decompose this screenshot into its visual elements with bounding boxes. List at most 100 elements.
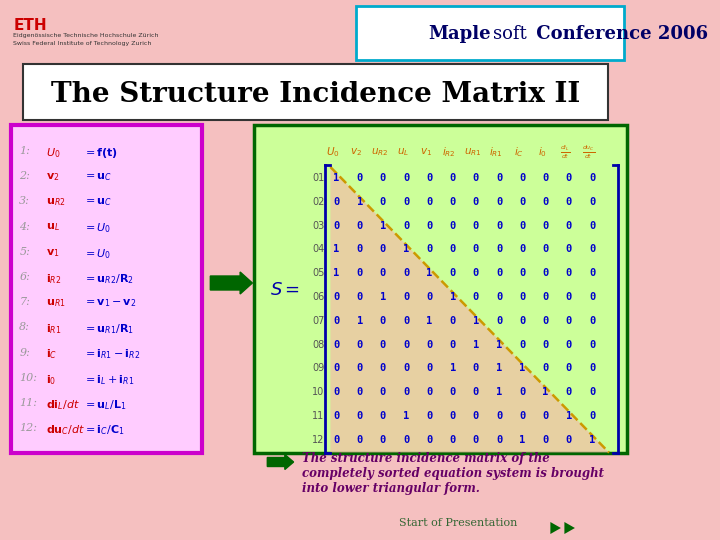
FancyBboxPatch shape (254, 125, 628, 453)
Text: 0: 0 (380, 197, 386, 207)
Text: 0: 0 (496, 435, 503, 445)
Text: 4:: 4: (19, 221, 30, 232)
Text: $= \mathbf{f(t)}$: $= \mathbf{f(t)}$ (84, 146, 118, 160)
Text: ETH: ETH (13, 18, 47, 33)
Text: 0: 0 (426, 435, 433, 445)
Text: $= \mathbf{v}_1 - \mathbf{v}_2$: $= \mathbf{v}_1 - \mathbf{v}_2$ (84, 297, 137, 309)
Text: 0: 0 (356, 221, 363, 231)
Text: 0: 0 (333, 292, 340, 302)
Text: $\mathbf{v}_2$: $\mathbf{v}_2$ (45, 171, 59, 183)
Text: Conference 2006: Conference 2006 (530, 25, 708, 43)
Text: Maple: Maple (428, 25, 491, 43)
FancyBboxPatch shape (356, 6, 624, 60)
Text: 0: 0 (473, 197, 479, 207)
Text: $\mathbf{i}_{R1}$: $\mathbf{i}_{R1}$ (45, 322, 61, 336)
Text: $u_L$: $u_L$ (397, 146, 409, 158)
Text: $\mathbf{du}_C/dt$: $\mathbf{du}_C/dt$ (45, 423, 85, 437)
Text: 0: 0 (589, 221, 595, 231)
Text: 0: 0 (542, 316, 549, 326)
Text: 0: 0 (449, 197, 456, 207)
Text: $= U_0$: $= U_0$ (84, 247, 112, 261)
Text: 0: 0 (566, 221, 572, 231)
Text: $\frac{du_C}{dt}$: $\frac{du_C}{dt}$ (582, 143, 595, 161)
Text: 09: 09 (312, 363, 324, 373)
Text: 0: 0 (449, 245, 456, 254)
Text: 0: 0 (473, 245, 479, 254)
Text: 0: 0 (333, 411, 340, 421)
Text: 0: 0 (356, 387, 363, 397)
Text: $u_{R1}$: $u_{R1}$ (464, 146, 481, 158)
Text: 01: 01 (312, 173, 324, 183)
Text: $U_0$: $U_0$ (326, 145, 340, 159)
Text: 0: 0 (449, 411, 456, 421)
Text: 0: 0 (403, 173, 410, 183)
Text: 0: 0 (473, 268, 479, 278)
Text: 0: 0 (589, 268, 595, 278)
Text: 08: 08 (312, 340, 324, 349)
Text: 0: 0 (333, 221, 340, 231)
Text: 0: 0 (333, 387, 340, 397)
Polygon shape (564, 522, 575, 534)
Text: 1: 1 (333, 173, 340, 183)
Text: 0: 0 (566, 340, 572, 349)
Text: 0: 0 (403, 221, 410, 231)
Text: 1: 1 (496, 363, 503, 373)
Text: 0: 0 (356, 411, 363, 421)
Text: 0: 0 (380, 316, 386, 326)
Text: 03: 03 (312, 221, 324, 231)
FancyArrow shape (210, 272, 253, 294)
Text: 1: 1 (356, 197, 363, 207)
Text: 0: 0 (496, 197, 503, 207)
Text: 0: 0 (566, 363, 572, 373)
Text: $\mathbf{v}_1$: $\mathbf{v}_1$ (45, 247, 59, 259)
Text: 6:: 6: (19, 272, 30, 282)
Text: $i_{R1}$: $i_{R1}$ (489, 145, 503, 159)
Text: 0: 0 (380, 363, 386, 373)
Text: 0: 0 (333, 435, 340, 445)
Text: 1: 1 (566, 411, 572, 421)
Text: 0: 0 (449, 435, 456, 445)
Text: 0: 0 (566, 387, 572, 397)
FancyBboxPatch shape (23, 64, 608, 120)
Text: 0: 0 (566, 197, 572, 207)
Text: 12:: 12: (19, 423, 37, 433)
Text: 11: 11 (312, 411, 324, 421)
Text: 0: 0 (566, 173, 572, 183)
Text: 1: 1 (473, 316, 479, 326)
Text: 0: 0 (449, 316, 456, 326)
Text: 0: 0 (542, 411, 549, 421)
Text: $i_0$: $i_0$ (538, 145, 546, 159)
Text: 10: 10 (312, 387, 324, 397)
Text: 0: 0 (566, 316, 572, 326)
Text: $\mathbf{di}_L/dt$: $\mathbf{di}_L/dt$ (45, 398, 80, 412)
Text: 0: 0 (449, 340, 456, 349)
Text: 5:: 5: (19, 247, 30, 257)
Text: 1: 1 (449, 363, 456, 373)
Text: 0: 0 (473, 363, 479, 373)
Text: 0: 0 (449, 387, 456, 397)
Text: 0: 0 (449, 221, 456, 231)
Text: 1: 1 (356, 316, 363, 326)
Text: 0: 0 (473, 173, 479, 183)
Text: 0: 0 (426, 221, 433, 231)
Text: 0: 0 (356, 435, 363, 445)
Text: 04: 04 (312, 245, 324, 254)
Text: 0: 0 (403, 268, 410, 278)
Text: 0: 0 (542, 221, 549, 231)
Text: 0: 0 (496, 411, 503, 421)
Text: 0: 0 (426, 411, 433, 421)
Text: 1: 1 (380, 292, 386, 302)
Text: 0: 0 (519, 197, 526, 207)
Text: 1: 1 (589, 435, 595, 445)
Text: 1: 1 (380, 221, 386, 231)
Text: Swiss Federal Institute of Technology Zurich: Swiss Federal Institute of Technology Zu… (13, 41, 151, 46)
Text: 0: 0 (380, 340, 386, 349)
Text: $v_1$: $v_1$ (420, 146, 432, 158)
Text: 1: 1 (519, 435, 526, 445)
Text: $u_{R2}$: $u_{R2}$ (371, 146, 388, 158)
Text: 0: 0 (566, 292, 572, 302)
Text: 0: 0 (542, 268, 549, 278)
Text: The Structure Incidence Matrix II: The Structure Incidence Matrix II (51, 80, 580, 107)
Text: 0: 0 (333, 316, 340, 326)
Text: 0: 0 (519, 316, 526, 326)
